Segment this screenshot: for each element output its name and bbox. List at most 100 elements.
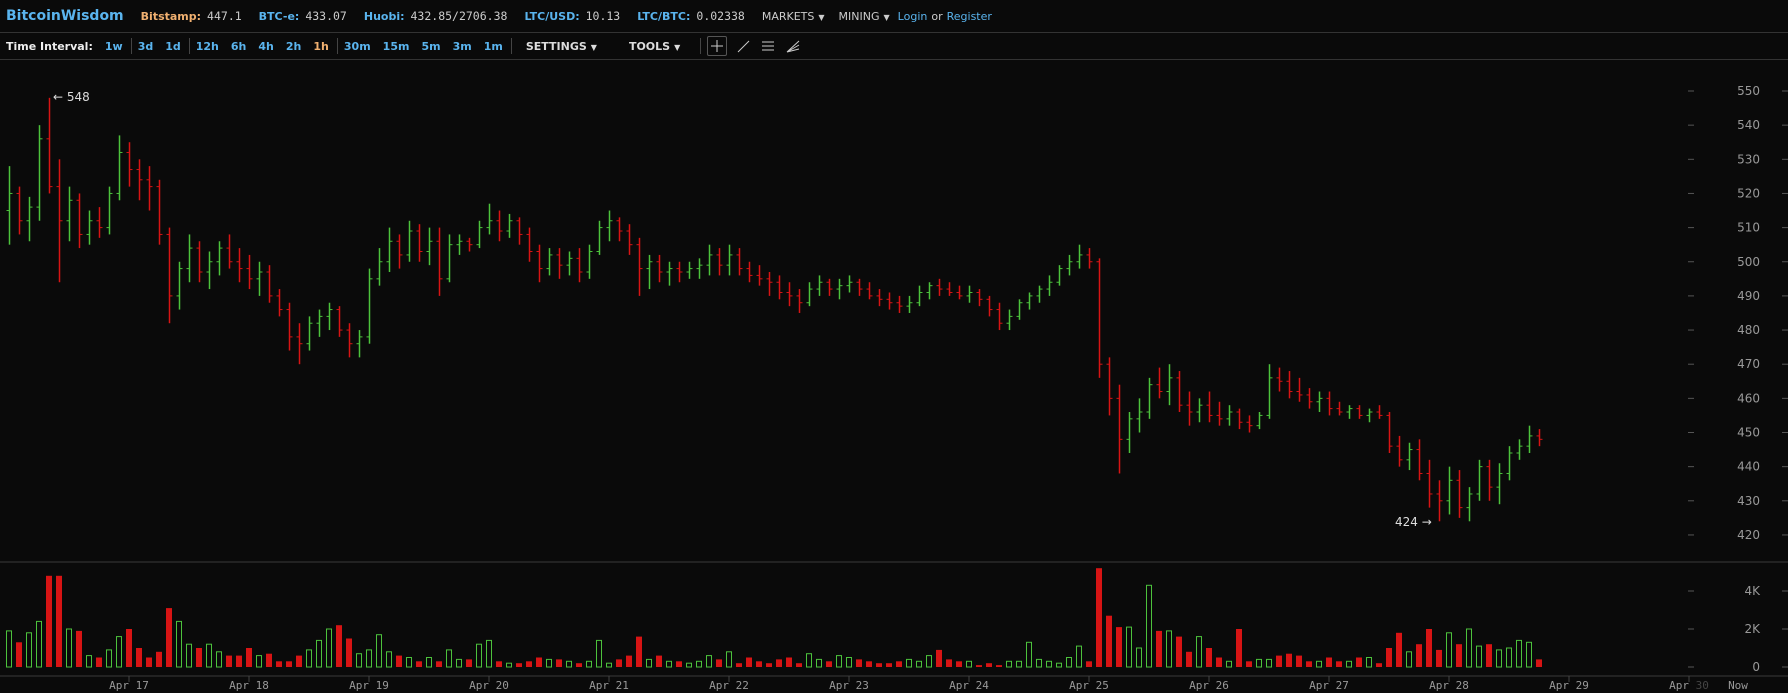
x-tick-label: Apr 19 xyxy=(349,679,389,692)
interval-12h[interactable]: 12h xyxy=(195,39,219,53)
fan-icon[interactable] xyxy=(784,37,802,55)
chart-toolbar: Time Interval: 1w 3d 1d 12h 6h 4h 2h 1h … xyxy=(0,33,1788,60)
interval-1d[interactable]: 1d xyxy=(165,39,181,53)
interval-1h[interactable]: 1h xyxy=(313,39,329,53)
volume-bar xyxy=(1016,660,1022,668)
volume-bar xyxy=(696,660,702,668)
volume-bar xyxy=(16,642,22,667)
volume-bar xyxy=(1496,649,1502,668)
volume-bar xyxy=(1206,648,1212,667)
volume-bar xyxy=(1396,632,1402,667)
line-icon[interactable] xyxy=(734,37,752,55)
volume-bar xyxy=(1466,628,1472,668)
volume-bar xyxy=(296,655,302,667)
ticker-value: 10.13 xyxy=(585,9,621,23)
login-link[interactable]: Login xyxy=(897,9,928,23)
ticker-bitstamp[interactable]: Bitstamp: 447.1 xyxy=(141,9,242,23)
interval-1m[interactable]: 1m xyxy=(483,39,503,53)
x-tick-label-dim: 30 xyxy=(1689,679,1709,692)
crosshair-icon[interactable] xyxy=(707,36,728,56)
x-tick-label: Apr 21 xyxy=(589,679,629,692)
volume-bar xyxy=(1246,661,1252,667)
volume-bar xyxy=(1196,636,1202,668)
x-tick-label: Apr 24 xyxy=(949,679,989,692)
markets-menu[interactable]: MARKETS ▼ xyxy=(762,10,825,23)
volume-bar xyxy=(836,655,842,668)
x-tick-label: Apr 25 xyxy=(1069,679,1109,692)
volume-bar xyxy=(796,663,802,667)
volume-bar xyxy=(436,661,442,667)
register-link[interactable]: Register xyxy=(946,9,992,23)
volume-bar xyxy=(386,651,392,668)
ticker-label: Huobi: xyxy=(363,10,405,23)
volume-bar xyxy=(586,660,592,668)
volume-bar xyxy=(1266,658,1272,668)
volume-bar xyxy=(526,661,532,667)
interval-3d[interactable]: 3d xyxy=(137,39,154,53)
volume-bar xyxy=(176,620,182,668)
interval-15m[interactable]: 15m xyxy=(382,39,410,53)
volume-bar xyxy=(196,648,202,667)
volume-bar xyxy=(1296,655,1302,667)
volume-bar xyxy=(716,659,722,667)
ticker-ltc-btc[interactable]: LTC/BTC: 0.02338 xyxy=(637,9,745,23)
volume-bar xyxy=(416,661,422,667)
volume-bar xyxy=(1076,645,1082,668)
volume-bar xyxy=(1086,661,1092,667)
volume-bar xyxy=(1486,644,1492,667)
interval-2h[interactable]: 2h xyxy=(285,39,302,53)
ticker-btce[interactable]: BTC-e: 433.07 xyxy=(259,9,347,23)
max-price-label: ← 548 xyxy=(53,89,90,104)
settings-menu[interactable]: SETTINGS ▼ xyxy=(526,40,597,53)
volume-bar xyxy=(1476,645,1482,668)
volume-bar xyxy=(676,661,682,667)
volume-bar xyxy=(426,657,432,668)
interval-5m[interactable]: 5m xyxy=(421,39,441,53)
chevron-down-icon: ▼ xyxy=(590,42,597,52)
volume-bar xyxy=(516,663,522,667)
logo[interactable]: BitcoinWisdom xyxy=(6,8,124,24)
min-price-label: 424 → xyxy=(1395,515,1432,530)
volume-bar xyxy=(1366,657,1372,668)
interval-30m[interactable]: 30m xyxy=(343,39,371,53)
mining-menu[interactable]: MINING ▼ xyxy=(839,10,890,23)
volume-bar xyxy=(976,665,982,667)
interval-3m[interactable]: 3m xyxy=(452,39,472,53)
price-chart[interactable]: 420 430 440 450 460 470 480 490 500 510 520 530 540 5… xyxy=(0,60,1788,693)
volume-bar xyxy=(786,657,792,667)
volume-bar xyxy=(1236,629,1242,667)
price-tick-label: 550 xyxy=(1737,84,1760,98)
ticker-ltc-usd[interactable]: LTC/USD: 10.13 xyxy=(524,9,620,23)
volume-bar xyxy=(136,648,142,667)
volume-bar xyxy=(606,662,612,668)
volume-bar xyxy=(646,658,652,668)
volume-bar xyxy=(1136,647,1142,668)
horizontal-lines-icon[interactable] xyxy=(759,37,777,55)
volume-bar xyxy=(986,663,992,667)
volume-bar xyxy=(876,663,882,667)
volume-bar xyxy=(1516,639,1522,668)
x-tick-label: Apr 26 xyxy=(1189,679,1229,692)
volume-bar xyxy=(26,632,32,668)
tools-menu[interactable]: TOOLS ▼ xyxy=(629,40,680,53)
volume-bar xyxy=(1536,659,1542,667)
volume-bar xyxy=(96,657,102,667)
interval-6h[interactable]: 6h xyxy=(230,39,247,53)
ticker-value: 433.07 xyxy=(305,9,347,23)
volume-bar xyxy=(1326,657,1332,667)
ticker-label: Bitstamp: xyxy=(140,10,202,23)
price-tick-label: 470 xyxy=(1737,357,1760,371)
volume-bar xyxy=(886,663,892,667)
interval-4h[interactable]: 4h xyxy=(258,39,274,53)
price-tick-label: 450 xyxy=(1737,426,1760,440)
volume-bar xyxy=(366,649,372,668)
ticker-huobi[interactable]: Huobi: 432.85/2706.38 xyxy=(364,9,508,23)
price-tick-label: 420 xyxy=(1737,528,1760,542)
x-tick-label: Now xyxy=(1728,679,1748,692)
volume-tick-label: 4K xyxy=(1744,584,1761,598)
volume-bar xyxy=(226,655,232,667)
price-tick-label: 480 xyxy=(1737,323,1760,337)
volume-tick-label: 0 xyxy=(1752,660,1760,674)
ticker-label: LTC/USD: xyxy=(524,10,580,23)
interval-1w[interactable]: 1w xyxy=(104,39,123,53)
